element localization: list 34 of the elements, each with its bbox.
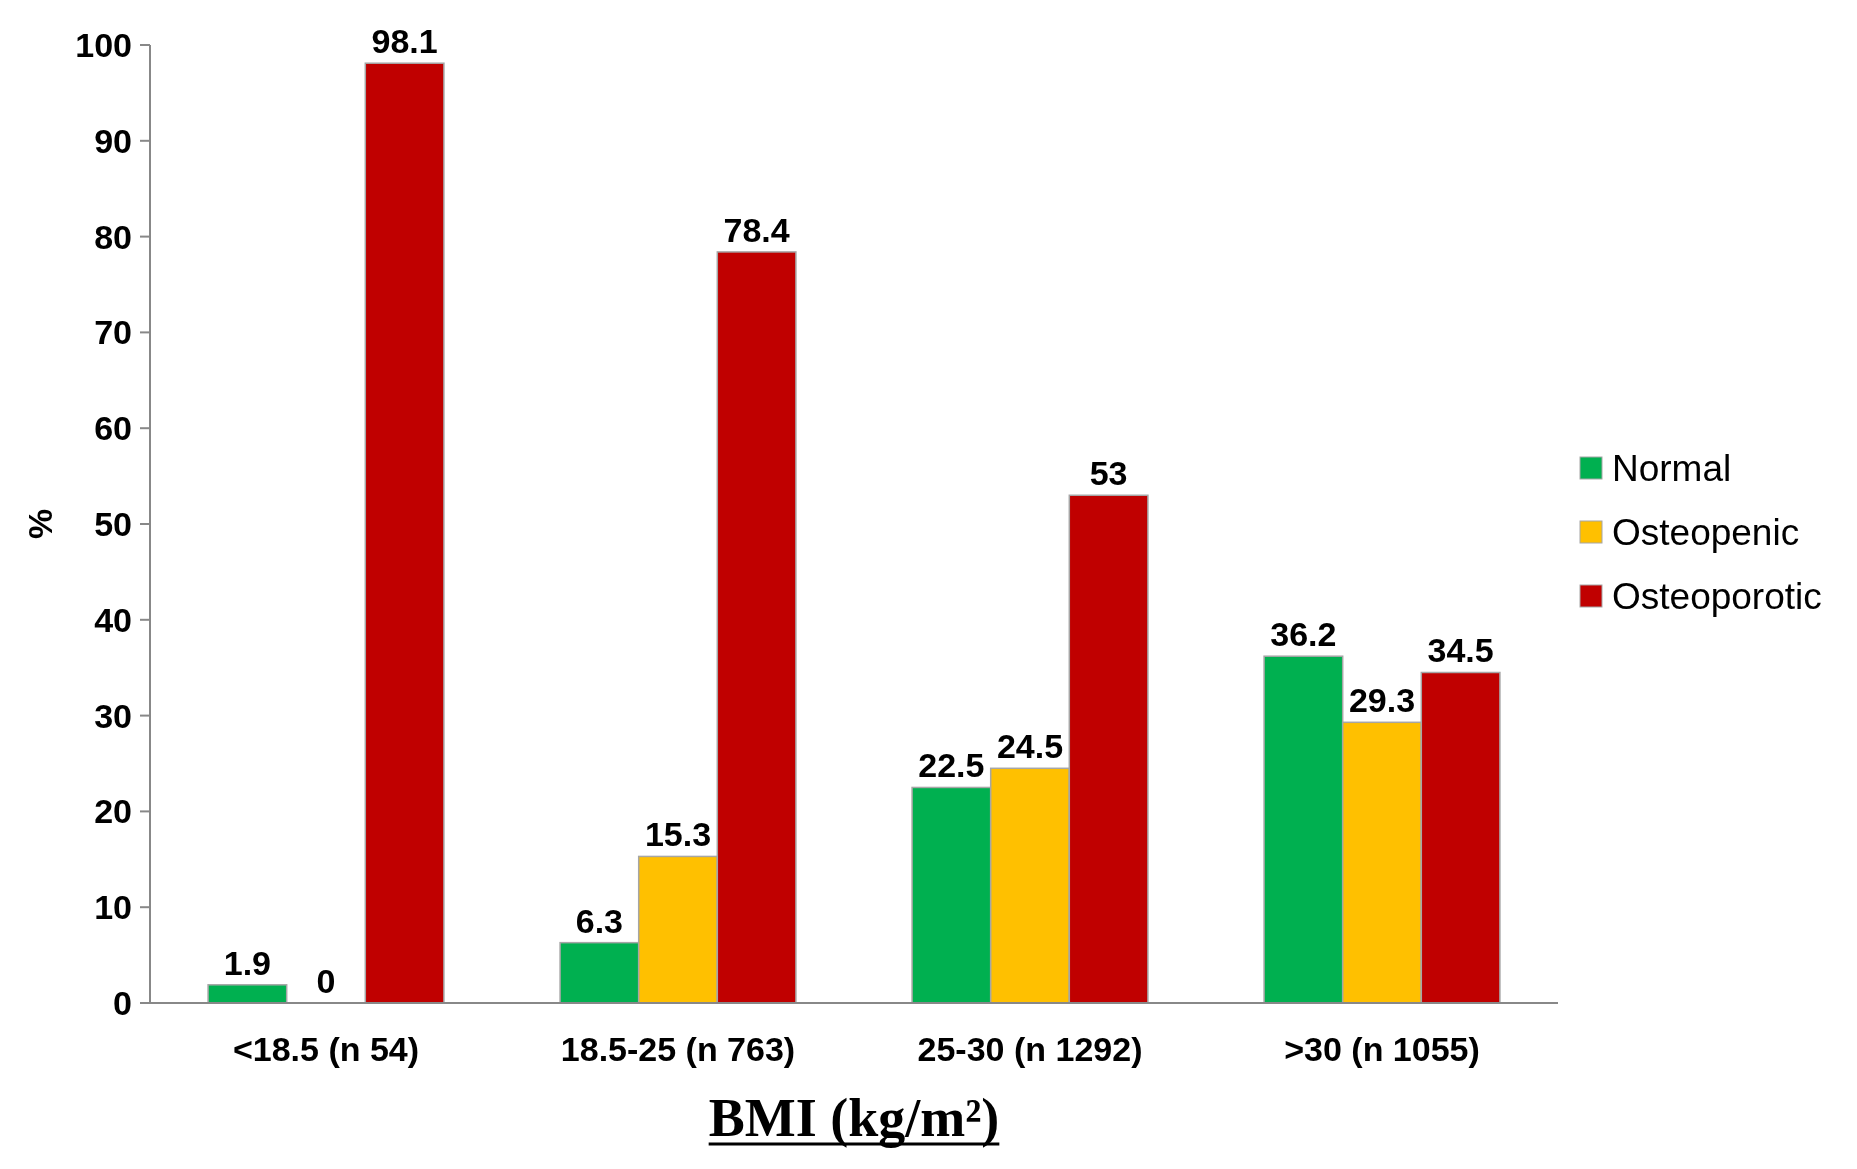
data-label: 53	[1089, 454, 1128, 493]
data-label: 78.4	[723, 210, 790, 249]
x-axis-title: BMI (kg/m²)	[708, 1088, 1000, 1148]
data-label: 98.1	[371, 22, 438, 61]
data-label: 24.5	[996, 727, 1064, 766]
y-tick-label: 10	[94, 888, 132, 927]
y-tick-label: 20	[94, 792, 132, 831]
legend-label: Osteoporotic	[1612, 575, 1822, 617]
data-label: 6.3	[575, 901, 624, 940]
data-label: 15.3	[644, 815, 712, 854]
y-axis-title: %	[21, 508, 59, 540]
x-tick-label: >30 (n 1055)	[1284, 1030, 1480, 1068]
bar	[207, 984, 288, 1004]
bar	[364, 62, 445, 1004]
y-tick-label: 40	[94, 600, 132, 639]
data-label: 34.5	[1427, 631, 1494, 670]
data-label: 22.5	[918, 746, 985, 785]
x-tick-label: <18.5 (n 54)	[232, 1030, 420, 1068]
y-tick-label: 60	[94, 409, 132, 448]
legend-label: Normal	[1612, 447, 1732, 489]
legend-label: Osteopenic	[1612, 511, 1800, 553]
data-label: 1.9	[223, 943, 272, 982]
x-tick-label: 25-30 (n 1292)	[917, 1030, 1143, 1068]
y-tick-label: 100	[75, 25, 132, 64]
y-tick-label: 50	[94, 504, 132, 543]
y-tick-label: 80	[94, 217, 132, 256]
data-label: 0	[316, 962, 336, 1000]
data-label: 36.2	[1270, 615, 1337, 654]
y-tick-label: 70	[94, 313, 132, 352]
y-tick-label: 30	[94, 696, 132, 735]
y-tick-label: 0	[113, 983, 132, 1022]
x-tick-label: 18.5-25 (n 763)	[560, 1030, 796, 1068]
data-label: 29.3	[1348, 681, 1416, 720]
y-tick-label: 90	[94, 121, 132, 160]
